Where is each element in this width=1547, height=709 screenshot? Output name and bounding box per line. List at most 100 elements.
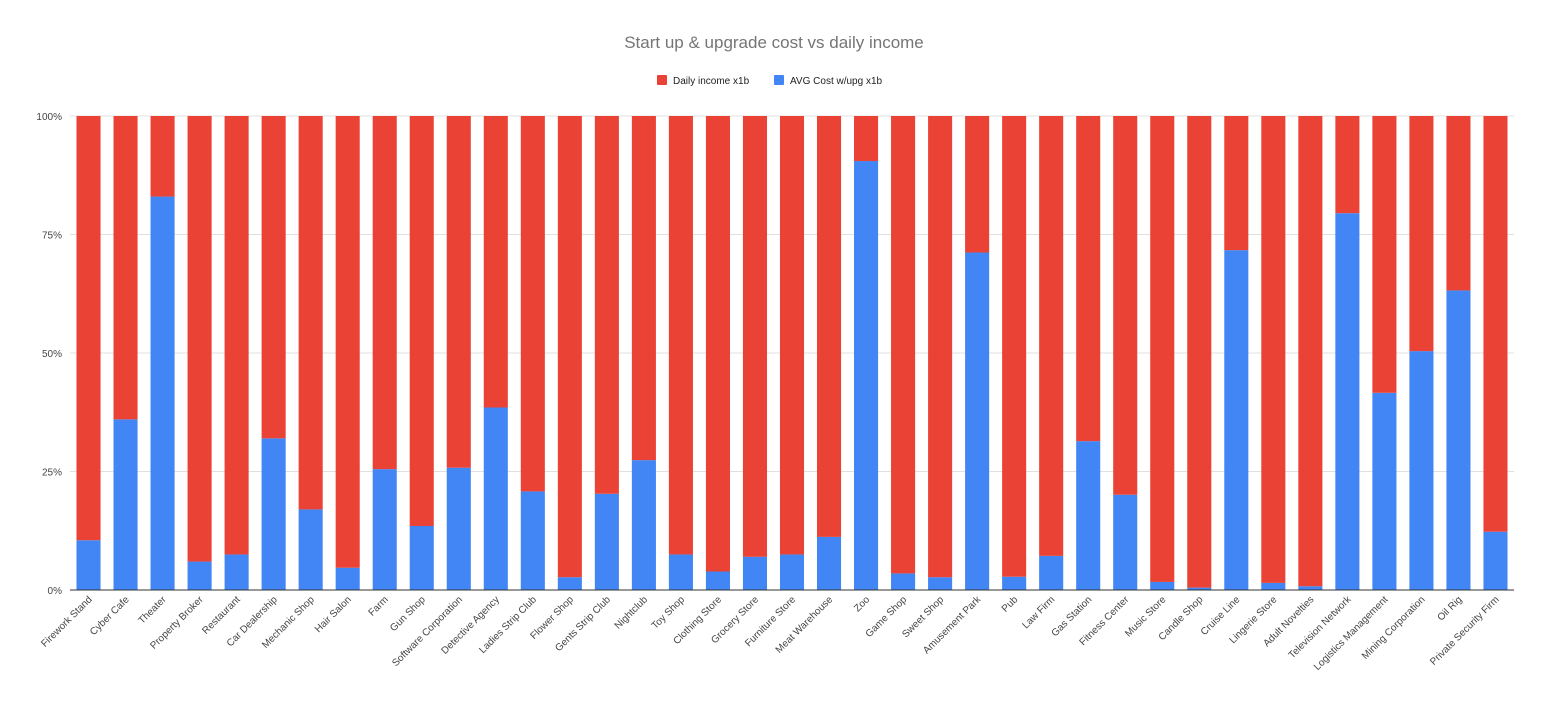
- bar-daily-income: [965, 116, 990, 253]
- bar-daily-income: [854, 116, 879, 162]
- x-tick-label: Toy Shop: [650, 594, 688, 632]
- bar-avg-cost: [261, 438, 286, 590]
- bar-daily-income: [928, 116, 953, 578]
- bar-avg-cost: [298, 509, 323, 590]
- bar-avg-cost: [187, 561, 212, 590]
- bar-daily-income: [1409, 116, 1434, 352]
- legend-swatch-avg-cost: [774, 75, 784, 85]
- bar-daily-income: [150, 116, 175, 197]
- bar-avg-cost: [1113, 494, 1138, 590]
- y-tick-label: 100%: [36, 112, 62, 123]
- x-tick-label: Zoo: [852, 594, 872, 614]
- bar-avg-cost: [372, 469, 397, 590]
- bar-avg-cost: [816, 536, 842, 590]
- x-tick-label: Theater: [137, 594, 170, 627]
- bar-daily-income: [1113, 116, 1138, 495]
- bar-daily-income: [594, 116, 619, 494]
- bar-avg-cost: [557, 577, 582, 590]
- y-tick-label: 25%: [42, 468, 62, 479]
- bar-avg-cost: [705, 571, 730, 590]
- bar-daily-income: [631, 116, 656, 461]
- bar-avg-cost: [965, 252, 990, 590]
- x-tick-label: Mining Corporation: [1360, 594, 1428, 662]
- x-tick-label: Pub: [1000, 594, 1021, 615]
- bar-avg-cost: [483, 407, 508, 590]
- bar-daily-income: [1372, 116, 1397, 393]
- bar-daily-income: [335, 116, 360, 568]
- bar-avg-cost: [1483, 531, 1508, 590]
- bar-daily-income: [76, 116, 101, 541]
- bar-daily-income: [1150, 116, 1175, 582]
- bar-avg-cost: [1187, 587, 1212, 590]
- bar-avg-cost: [779, 554, 805, 590]
- y-tick-label: 50%: [42, 349, 62, 360]
- bar-avg-cost: [1150, 581, 1175, 590]
- bar-avg-cost: [1224, 250, 1249, 590]
- y-axis: 0% 25% 50% 75% 100%: [36, 112, 62, 597]
- x-tick-label: Oil Rig: [1436, 594, 1465, 623]
- bar-daily-income: [668, 116, 693, 555]
- bars: [76, 116, 1508, 591]
- x-tick-label: Firework Stand: [39, 594, 94, 649]
- y-tick-label: 0%: [48, 586, 63, 597]
- x-tick-label: Cyber Cafe: [88, 594, 132, 638]
- bar-avg-cost: [631, 460, 656, 590]
- bar-daily-income: [298, 116, 323, 510]
- bar-avg-cost: [928, 577, 953, 590]
- bar-daily-income: [1002, 116, 1027, 577]
- bar-daily-income: [446, 116, 471, 468]
- bar-avg-cost: [1335, 213, 1360, 591]
- bar-daily-income: [1335, 116, 1360, 214]
- bar-daily-income: [483, 116, 508, 408]
- bar-avg-cost: [520, 491, 545, 590]
- bar-daily-income: [891, 116, 916, 574]
- x-tick-label: Private Security Firm: [1428, 594, 1501, 667]
- bar-daily-income: [705, 116, 730, 572]
- bar-avg-cost: [742, 556, 768, 590]
- bar-avg-cost: [1372, 392, 1397, 590]
- x-tick-label: Nightclub: [613, 594, 651, 632]
- x-tick-label: Law Firm: [1020, 594, 1057, 631]
- x-tick-label: Software Corporation: [390, 594, 465, 669]
- bar-daily-income: [557, 116, 582, 578]
- bar-daily-income: [372, 116, 397, 470]
- bar-daily-income: [409, 116, 434, 527]
- chart-title: Start up & upgrade cost vs daily income: [624, 33, 924, 52]
- bar-avg-cost: [854, 161, 879, 590]
- y-tick-label: 75%: [42, 231, 62, 242]
- bar-avg-cost: [1261, 582, 1286, 590]
- bar-daily-income: [1298, 116, 1323, 587]
- bar-daily-income: [520, 116, 545, 492]
- bar-avg-cost: [150, 196, 175, 590]
- legend-swatch-daily-income: [657, 75, 667, 85]
- legend: Daily income x1b AVG Cost w/upg x1b: [657, 75, 883, 87]
- bar-avg-cost: [1039, 555, 1064, 590]
- bar-avg-cost: [409, 526, 434, 590]
- bar-avg-cost: [594, 493, 619, 590]
- bar-avg-cost: [113, 419, 138, 590]
- bar-avg-cost: [446, 467, 471, 590]
- legend-label-daily-income: Daily income x1b: [673, 76, 750, 87]
- bar-daily-income: [816, 116, 842, 537]
- bar-daily-income: [1483, 116, 1508, 532]
- bar-daily-income: [742, 116, 768, 557]
- bar-daily-income: [1224, 116, 1249, 251]
- bar-avg-cost: [1409, 351, 1434, 590]
- bar-daily-income: [261, 116, 286, 439]
- bar-daily-income: [187, 116, 212, 562]
- x-tick-label: Farm: [367, 594, 391, 618]
- bar-daily-income: [224, 116, 249, 555]
- bar-avg-cost: [1446, 290, 1471, 590]
- bar-avg-cost: [891, 573, 916, 590]
- bar-daily-income: [113, 116, 138, 420]
- x-tick-label: Hair Salon: [313, 594, 354, 635]
- bar-daily-income: [1261, 116, 1286, 583]
- bar-avg-cost: [1076, 441, 1101, 590]
- x-tick-label: Television Network: [1287, 594, 1354, 661]
- bar-avg-cost: [335, 567, 360, 590]
- bar-avg-cost: [224, 554, 249, 590]
- legend-label-avg-cost: AVG Cost w/upg x1b: [790, 76, 883, 87]
- bar-daily-income: [1039, 116, 1064, 556]
- bar-avg-cost: [1002, 576, 1027, 590]
